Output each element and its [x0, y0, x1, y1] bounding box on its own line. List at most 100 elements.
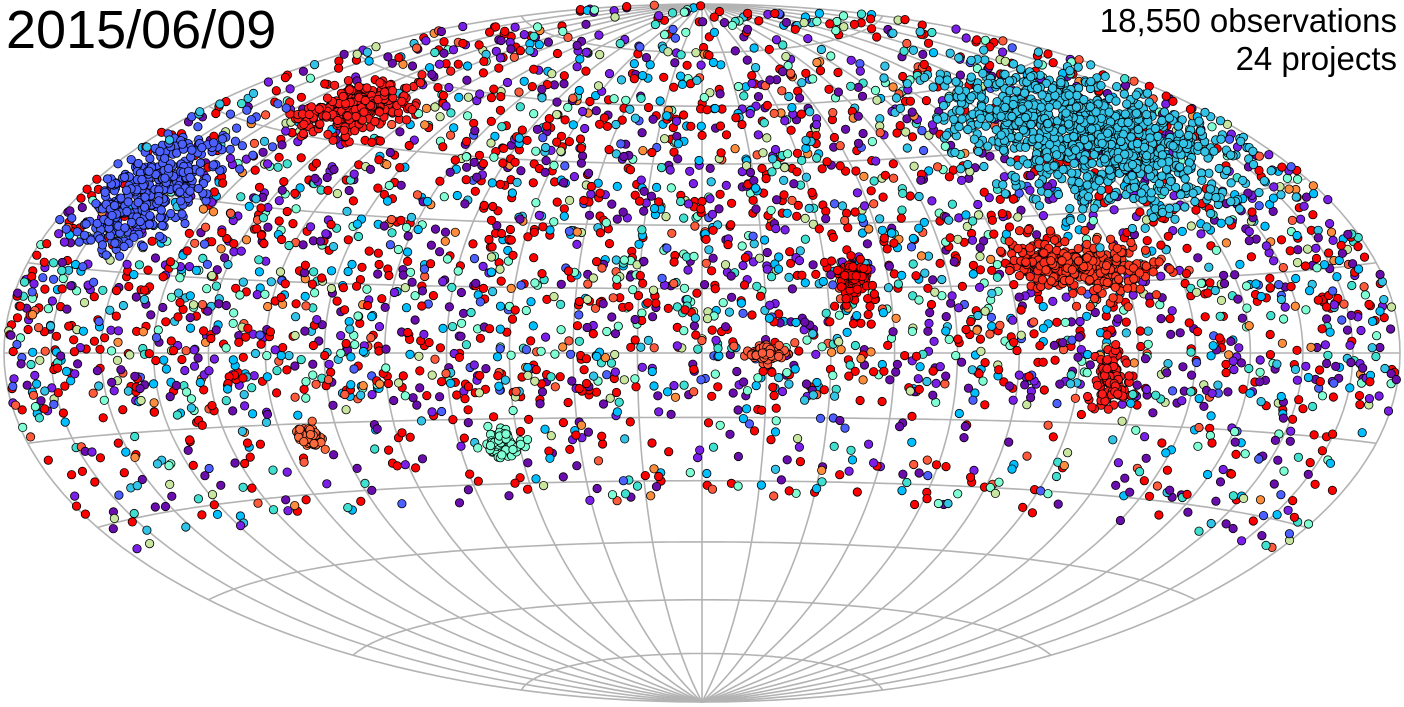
observation-point [393, 378, 404, 388]
observation-point [419, 264, 429, 274]
observation-point [268, 465, 278, 475]
observation-point [15, 301, 25, 311]
observation-point [781, 17, 792, 28]
observation-point [731, 113, 741, 123]
observation-point [495, 324, 505, 334]
observation-point [828, 370, 838, 380]
observation-point [618, 476, 629, 486]
observation-point [812, 16, 822, 27]
observation-point [461, 162, 472, 172]
observation-point [556, 325, 566, 335]
observation-point [766, 205, 776, 215]
observation-point [833, 67, 843, 78]
cluster-point-eastern-field-2 [1148, 267, 1158, 277]
observation-point [1088, 216, 1098, 226]
observation-point [609, 94, 619, 104]
cluster-point-eastern-field-2 [1085, 301, 1095, 312]
observation-point [333, 63, 344, 73]
observation-point [193, 494, 203, 504]
observation-point [500, 375, 510, 385]
observation-point [1177, 226, 1187, 236]
observation-point [586, 189, 596, 199]
observation-point [754, 16, 764, 26]
observation-point [48, 258, 59, 268]
observation-point [282, 206, 292, 217]
observation-point [742, 24, 753, 34]
observation-point [612, 274, 622, 284]
cluster-point-west-blue-field [232, 123, 242, 133]
observation-point [11, 400, 21, 410]
observation-point [1208, 341, 1218, 351]
observation-point [454, 352, 464, 362]
observation-point [320, 79, 330, 89]
observation-point [941, 371, 951, 381]
observation-point [173, 312, 183, 322]
observation-point [299, 457, 309, 467]
observation-point [829, 301, 840, 311]
observation-point [347, 259, 357, 269]
observation-point [748, 231, 758, 241]
observation-point [90, 477, 100, 487]
observation-point [799, 18, 809, 28]
observation-point [852, 487, 862, 497]
observation-point [165, 257, 176, 267]
cluster-point-south-teal-group [501, 429, 511, 439]
cluster-point-eastern-field-2 [1116, 265, 1127, 275]
cluster-point-mid-field [774, 351, 784, 361]
observation-point [965, 472, 976, 482]
cluster-point-west-blue-field [154, 196, 164, 206]
observation-point [808, 390, 818, 400]
observation-point [463, 485, 473, 495]
observation-point [697, 130, 707, 140]
observation-point [914, 191, 924, 202]
observation-point [695, 445, 705, 455]
observation-point [486, 215, 497, 225]
observation-point [607, 199, 617, 209]
observation-point [484, 234, 494, 245]
observation-point [799, 395, 810, 405]
observation-point [1144, 491, 1155, 501]
observation-point [649, 381, 659, 391]
observation-point [630, 113, 641, 123]
observation-point [9, 374, 19, 384]
observation-point [852, 310, 862, 321]
cluster-point-south-orange-group [299, 437, 309, 447]
cluster-point-northern-ridge [360, 95, 370, 106]
observation-point [1191, 205, 1201, 215]
observation-point [22, 380, 32, 390]
cluster-point-northern-ridge [375, 78, 385, 88]
observation-point [113, 337, 123, 347]
observation-point [968, 216, 978, 226]
observation-point [540, 332, 551, 342]
observation-point [239, 389, 249, 400]
observation-point [864, 224, 874, 234]
observation-point [913, 374, 923, 384]
observation-point [98, 413, 108, 423]
observation-point [1345, 340, 1355, 350]
observation-point [563, 266, 574, 276]
cluster-point-northern-ridge [321, 111, 331, 121]
observation-point [922, 494, 932, 504]
observation-point [95, 344, 105, 354]
observation-point [558, 342, 568, 352]
observation-point [812, 153, 822, 163]
observation-point [808, 74, 818, 84]
cluster-point-northern-ridge [315, 119, 325, 129]
observation-point [357, 262, 367, 272]
observation-point [166, 292, 177, 302]
observation-point [23, 324, 33, 335]
observation-point [1255, 367, 1265, 377]
observation-point [870, 85, 881, 96]
observation-point [30, 370, 40, 380]
observation-point [1113, 458, 1124, 468]
observation-point [959, 432, 969, 443]
cluster-point-eastern-field-1 [1039, 248, 1049, 258]
observation-point [58, 273, 68, 284]
observation-point [699, 279, 710, 290]
observation-point [417, 286, 428, 296]
observation-point [427, 370, 437, 380]
cluster-point-eastern-field-2 [1112, 243, 1122, 253]
observation-point [914, 468, 924, 478]
observation-point [456, 331, 466, 341]
observation-point [826, 51, 836, 61]
